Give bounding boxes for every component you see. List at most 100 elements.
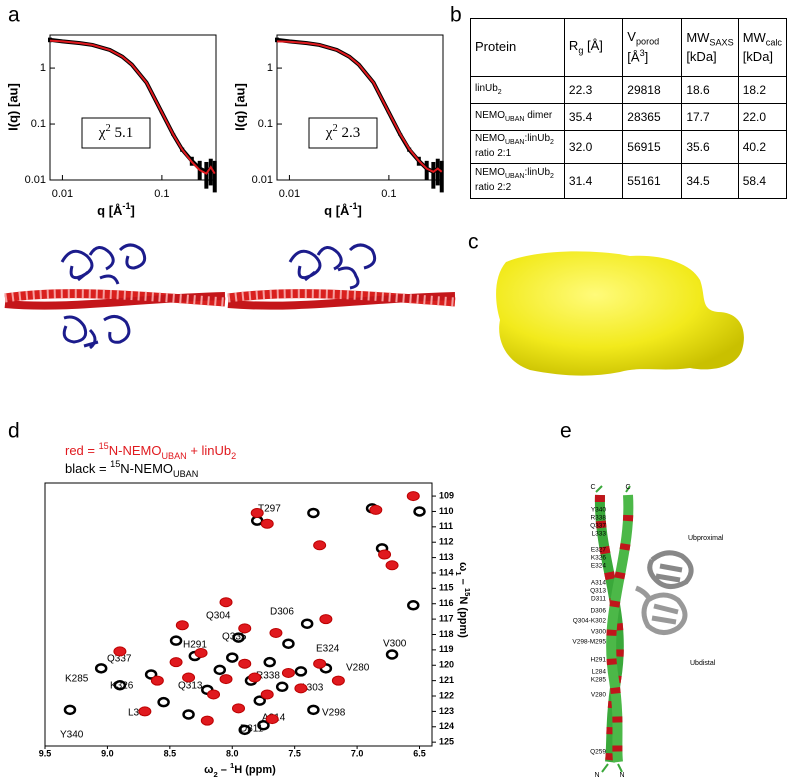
table-cell: 58.4	[737, 163, 787, 199]
table-cell: Vporod [Å3]	[622, 18, 683, 77]
text-part: [Å]	[583, 38, 603, 54]
text-part: black =	[65, 461, 110, 476]
table-cell: 31.4	[563, 163, 624, 199]
supscript: -1	[122, 201, 130, 211]
y-tick-label: 118	[439, 629, 454, 639]
text-part: N-NEMO	[109, 443, 162, 458]
text-part: [kDa]	[686, 48, 717, 64]
peak-contour	[219, 597, 233, 608]
subscript: UBAN	[173, 469, 198, 479]
subscript: 2	[550, 173, 554, 181]
chi-label: χ2 5.1	[98, 123, 133, 142]
x-tick-label: 0.1	[381, 188, 396, 200]
subscript: calc	[765, 37, 782, 48]
table-cell: 40.2	[737, 130, 787, 164]
peak-label: D311	[240, 724, 264, 735]
peak-label: T297	[258, 504, 281, 515]
peak-contour	[200, 715, 214, 726]
data-line	[49, 37, 216, 175]
table-row: linUb2 22.3 29818 18.6 18.2	[470, 76, 787, 104]
table-cell: 29818	[622, 76, 683, 104]
residue-label: L284	[592, 669, 607, 676]
residue-labels: Y340 R338 Q337 L333 E327 K326 E324 A314 …	[572, 507, 606, 756]
y-tick-label: 110	[439, 506, 454, 516]
text-part: NEMO	[475, 109, 505, 121]
residue-label: L333	[592, 531, 607, 538]
subscript: 2	[231, 451, 236, 461]
text-part: R	[568, 38, 579, 54]
subscript: 1	[454, 571, 463, 576]
residue-label: A314	[591, 580, 607, 587]
y-tick-label: 123	[439, 706, 454, 716]
table-cell: 56915	[622, 130, 683, 164]
peak-label: Q313	[178, 681, 203, 692]
peak-contour	[63, 704, 77, 716]
table-cell: 17.7	[681, 103, 739, 131]
peak-contour	[250, 507, 264, 518]
terminus-label: C	[625, 484, 630, 491]
panel-label: c	[468, 231, 479, 254]
table-row: NEMOUBAN:linUb2 ratio 2:1 32.0 56915 35.6 40…	[470, 130, 787, 164]
y-tick-label: 0.1	[258, 118, 273, 130]
x-axis-label: q [Å-1]	[324, 201, 362, 218]
peak-label: K285	[65, 674, 89, 685]
peak-contour	[253, 695, 266, 706]
peak-contour	[313, 658, 327, 669]
peak-contour	[307, 507, 320, 519]
y-tick-label: 124	[439, 721, 454, 731]
table-cell: 22.3	[563, 76, 624, 104]
peak-contour	[194, 647, 208, 658]
panel-label: d	[8, 420, 20, 443]
table-cell: 22.0	[737, 103, 787, 131]
table-row: NEMOUBAN dimer 35.4 28365 17.7 22.0	[470, 103, 787, 131]
y-axis-label: I(q) [au]	[5, 83, 20, 131]
y-tick-label: 115	[439, 583, 454, 593]
peak-contour	[238, 724, 251, 736]
peak-label: V300	[383, 639, 407, 650]
peak-label: R338	[256, 671, 280, 682]
peak-contour	[407, 600, 420, 611]
residue-label: Q304-K302	[573, 618, 607, 625]
peak-contour	[213, 664, 227, 676]
peak-contour	[307, 704, 320, 716]
peak-contour	[281, 667, 295, 678]
structure-model	[4, 243, 456, 350]
terminus-label: N	[619, 772, 624, 778]
data-table: Protein Rg [Å] Vporod [Å3] MWSAXS [kDa] MWca…	[470, 18, 787, 199]
y-tick-label: 0.01	[25, 174, 46, 186]
peak-contour	[319, 614, 333, 625]
text-part: Protein	[475, 39, 517, 55]
table-cell: 34.5	[681, 163, 739, 199]
table-cell: 18.2	[737, 76, 787, 104]
y-tick-label: 1	[267, 62, 273, 74]
peak-contour	[113, 646, 127, 657]
table-cell: 18.6	[681, 76, 739, 104]
peak-label: V280	[346, 663, 370, 674]
peak-contour	[294, 683, 308, 694]
supscript: 2	[105, 123, 110, 134]
peak-label: D306	[270, 607, 294, 618]
text-part: [Å	[627, 49, 640, 65]
residue-label: D311	[591, 596, 606, 603]
peak-contour	[157, 696, 170, 708]
peak-contour	[144, 669, 158, 680]
x-tick-label: 6.5	[413, 748, 426, 758]
peak-contour	[182, 672, 196, 683]
peak-label: Q304	[206, 611, 231, 622]
domain-label: Ubproximal	[688, 535, 724, 542]
subscript: UBAN	[505, 139, 525, 147]
data-line	[276, 37, 443, 175]
residue-label: E327	[591, 547, 607, 554]
peak-contour	[248, 672, 262, 683]
text-part: –	[457, 576, 469, 588]
legend-entry: red = 15N-NEMOUBAN + linUb2	[65, 441, 236, 461]
ribbon-labels: C C N N Ubproximal Ubdistal	[590, 484, 723, 778]
peak-contour	[260, 518, 274, 529]
peak-contour	[369, 504, 383, 515]
plot-frame	[49, 34, 217, 181]
x-tick-label: 7.0	[351, 748, 364, 758]
peak-contour	[300, 618, 314, 629]
panel-label: e	[560, 420, 572, 443]
chi-box	[81, 117, 151, 149]
ribbon-model	[594, 485, 694, 773]
